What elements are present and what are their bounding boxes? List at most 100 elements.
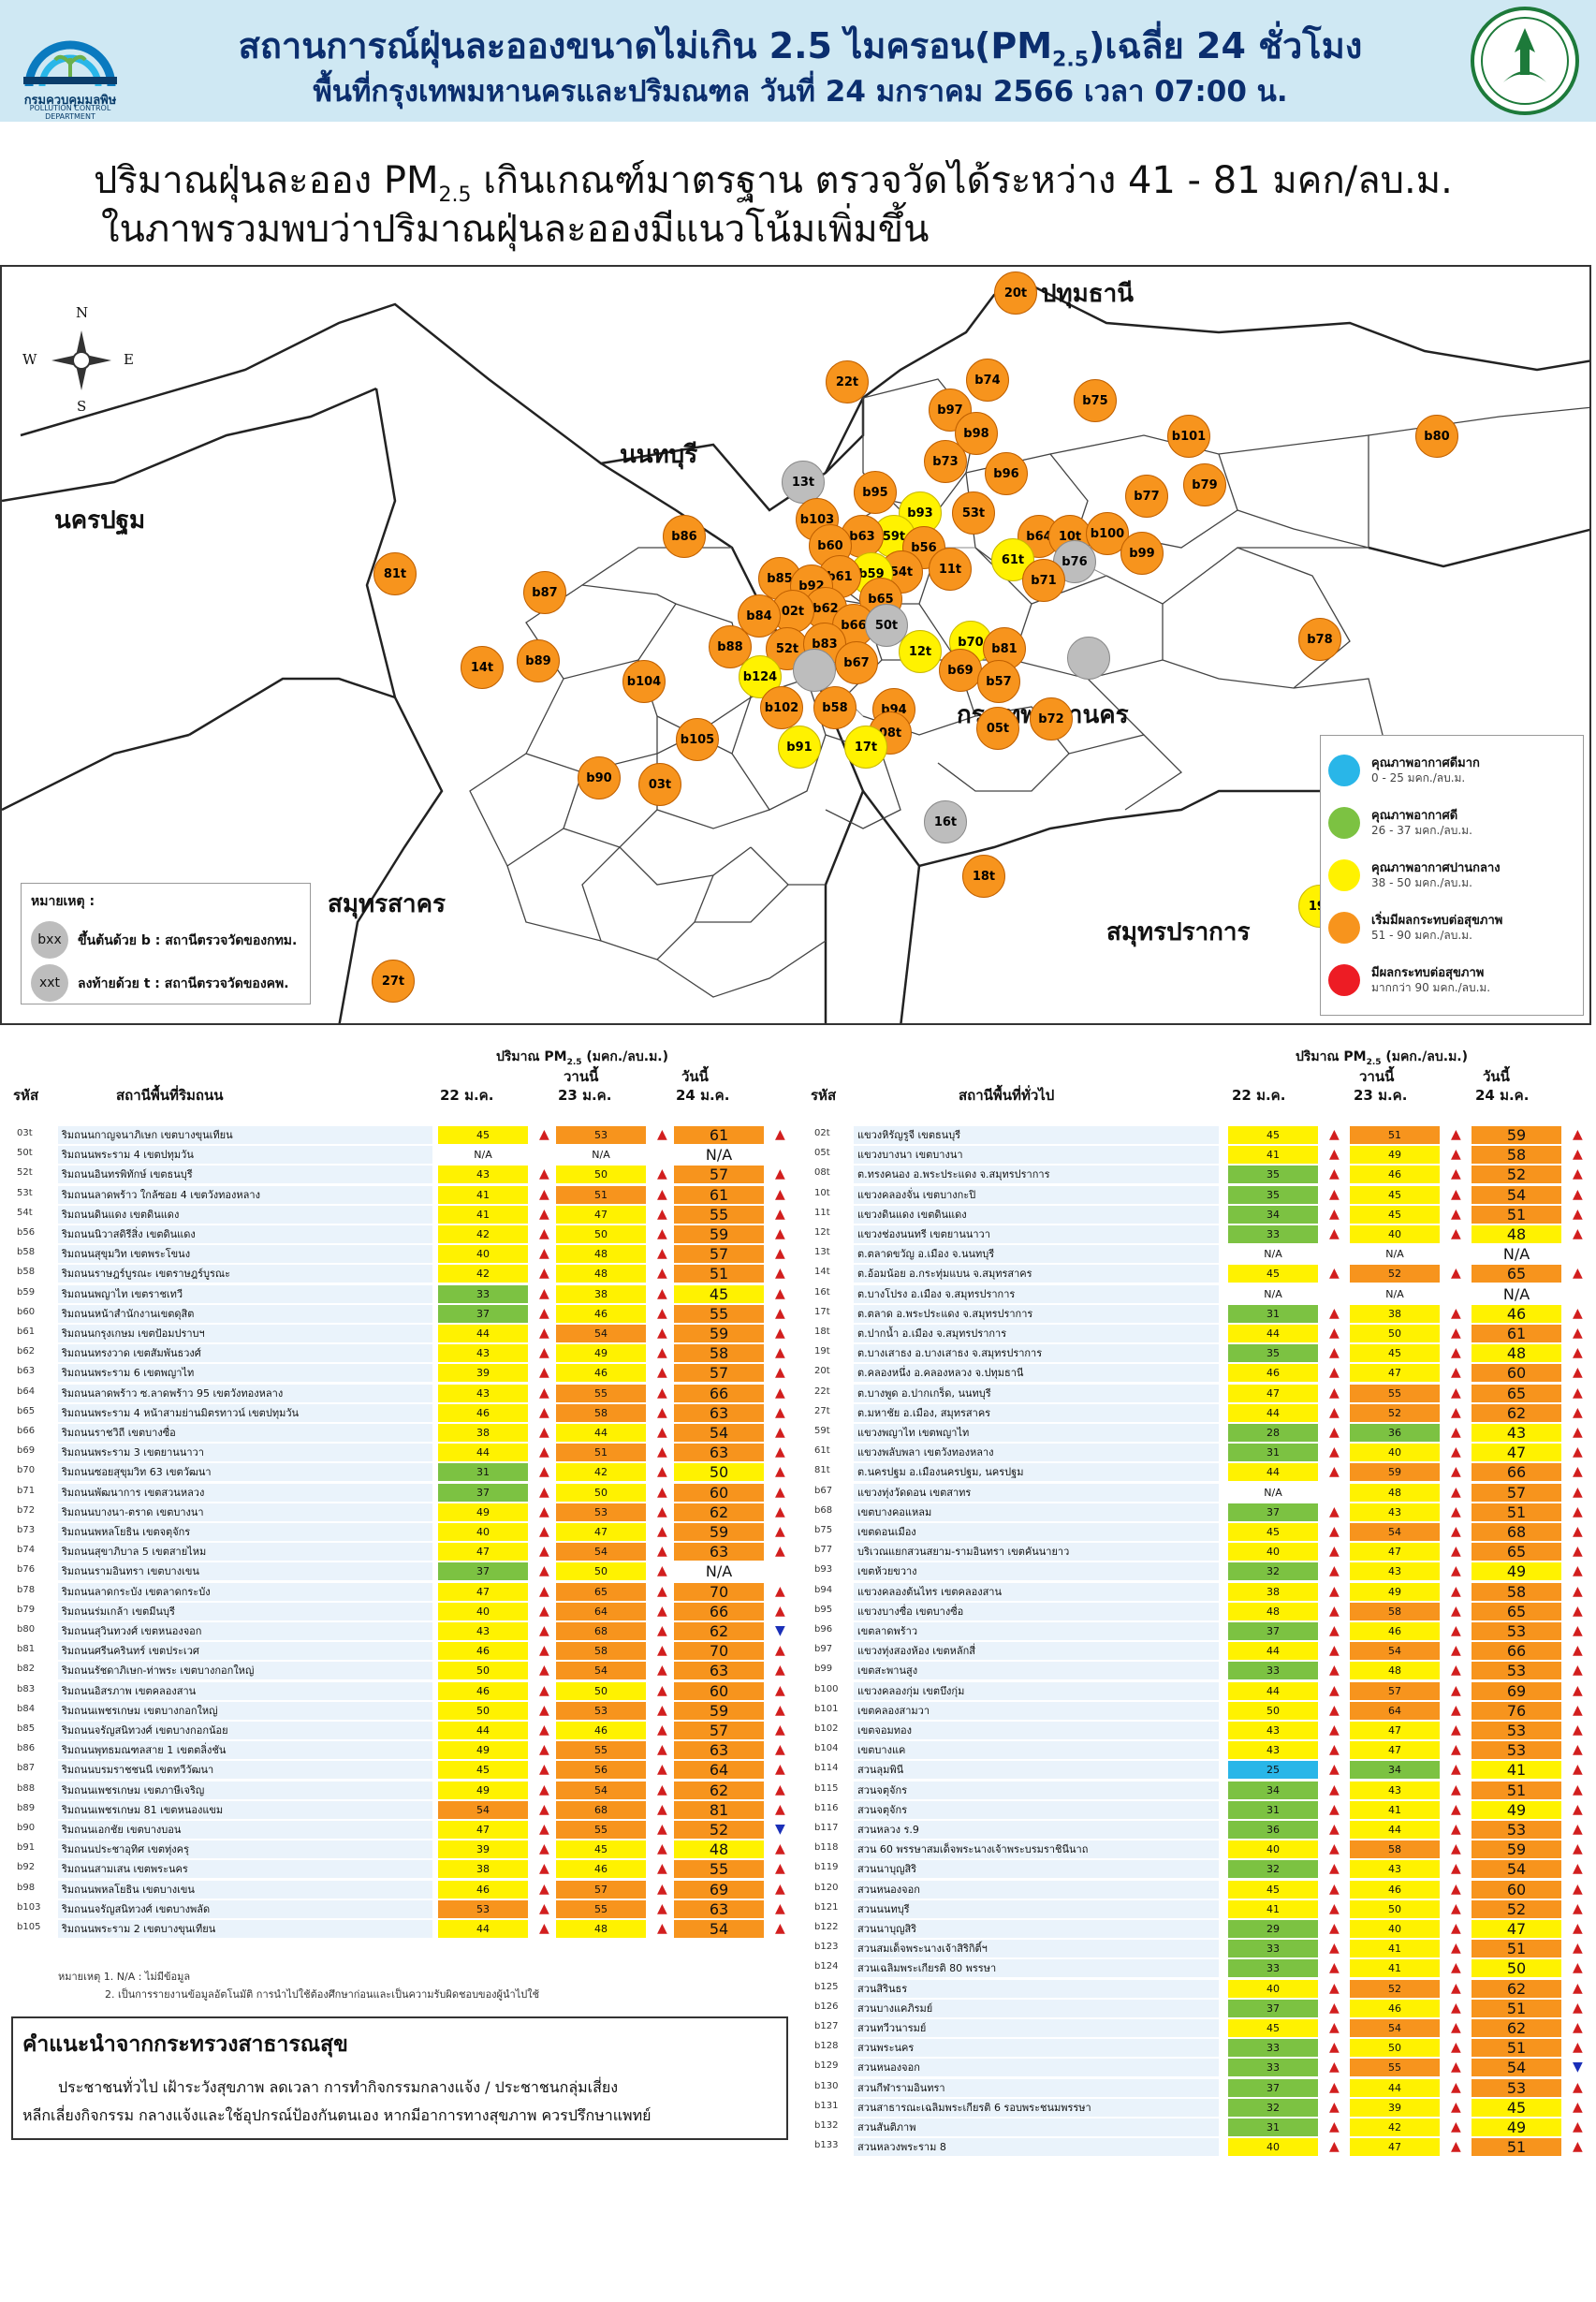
trend-up-icon: ▲ [1329,2020,1340,2035]
table-row: b58 ริมถนนราษฎร์บูรณะ เขตราษฎร์บูรณะ 42 ▲ 48… [17,1264,785,1283]
trend-up-icon: ▲ [1329,1723,1340,1737]
table-row: b95 แขวงบางซื่อ เขตบางซื่อ 48 ▲ 58 ▲ 65 ▲ [814,1602,1591,1621]
station-marker-b74: b74 [966,359,1009,402]
trend-up-icon: ▲ [1573,1663,1583,1679]
map-note: หมายเหตุ : bxx ขึ้นต้นด้วย b : สถานีตรวจ… [21,883,311,1004]
pm25-value: 60 [1472,1880,1561,1899]
station-name: ริมถนนกาญจนาภิเษก เขตบางขุนเทียน [58,1126,432,1144]
trend-up-icon: ▲ [657,1723,667,1737]
station-name: ริมถนนพหลโยธิน เขตจตุจักร [58,1523,432,1541]
station-name: สวนนาบุญสิริ [854,1920,1219,1938]
station-name: ต.บางเสาธง อ.บางเสาธง จ.สมุทรปราการ [854,1344,1219,1363]
trend-up-icon: ▲ [1451,2060,1461,2075]
pm25-value: 48 [1472,1344,1561,1363]
pm25-value: 46 [1350,1166,1440,1184]
pm25-value: 44 [438,1722,528,1739]
station-name: ริมถนนพัฒนาการ เขตสวนหลวง [58,1483,432,1502]
table-row: b86 ริมถนนพุทธมณฑลสาย 1 เขตตลิ่งชัน 49 ▲ 55 ▲… [17,1740,785,1760]
station-marker-27t: 27t [372,960,415,1003]
pm25-value: 41 [1350,1940,1440,1958]
pm25-value: 59 [1472,1126,1561,1144]
trend-up-icon: ▲ [1329,1682,1340,1698]
compass-icon [51,330,111,390]
station-marker-b75: b75 [1074,379,1117,422]
station-name: ริมถนนพระราม 4 หน้าสามย่านมิตรทาวน์ เขตป… [58,1403,432,1422]
pm25-value: 55 [556,1384,646,1402]
trend-up-icon: ▲ [775,1246,785,1262]
trend-up-icon: ▲ [775,1583,785,1599]
table-row: b124 สวนเฉลิมพระเกียรติ 80 พรรษา 33 ▲ 41 ▲ 50 ▲ [814,1958,1591,1978]
pm25-value: 47 [1350,1741,1440,1760]
trend-up-icon: ▲ [657,1365,667,1381]
trend-up-icon: ▲ [657,1900,667,1916]
general-col-d3: 24 ม.ค. [1475,1087,1530,1104]
station-name: ริมถนนจรัญสนิทวงศ์ เขตบางกอกน้อย [58,1722,432,1739]
pm25-value: 54 [1350,2019,1440,2037]
pm25-value: 50 [556,1483,646,1502]
trend-up-icon: ▲ [1329,1326,1340,1341]
pm25-value: 40 [1350,1225,1440,1243]
trend-up-icon: ▲ [1451,1503,1461,1519]
trend-up-icon: ▲ [539,1881,549,1897]
table-row: b114 สวนลุมพินี 25 ▲ 34 ▲ 41 ▲ [814,1760,1591,1780]
table-row: b100 แขวงคลองกุ่ม เขตบึงกุ่ม 44 ▲ 57 ▲ 69 ▲ [814,1681,1591,1701]
pm25-value: 44 [438,1325,528,1342]
pm25-value: 58 [1350,1840,1440,1859]
trend-up-icon: ▲ [1573,1742,1583,1758]
station-name: ริมถนนบางนา-ตราด เขตบางนา [58,1503,432,1521]
station-code: b83 [17,1683,36,1694]
station-marker-16t: 16t [924,800,967,843]
station-code: b86 [17,1743,36,1754]
trend-up-icon: ▲ [657,1762,667,1778]
trend-up-icon: ▲ [1329,1544,1340,1560]
station-code: b125 [814,1981,839,1992]
pm25-value: 40 [438,1245,528,1264]
station-name: เขตสะพานสูง [854,1662,1219,1680]
station-name: แขวงทุ่งวัดดอน เขตสาทร [854,1483,1219,1502]
table-row: b67 แขวงทุ่งวัดดอน เขตสาทร N/A 48 ▲ 57 ▲ [814,1483,1591,1503]
trend-up-icon: ▲ [775,1921,785,1936]
station-name: ริมถนนประชาอุทิศ เขตทุ่งครุ [58,1840,432,1859]
station-code: b68 [814,1504,833,1516]
trend-up-icon: ▲ [1573,2079,1583,2095]
province-samut-sakhon: สมุทรสาคร [328,890,446,918]
table-row: 18t ต.ปากน้ำ อ.เมือง จ.สมุทรปราการ 44 ▲ 50 ▲ 6… [814,1324,1591,1343]
station-marker-53t: 53t [952,491,995,535]
trend-up-icon: ▲ [657,1464,667,1480]
station-name: ริมถนนราษฎร์บูรณะ เขตราษฎร์บูรณะ [58,1265,432,1283]
trend-up-icon: ▲ [657,1563,667,1579]
station-code: b93 [814,1564,833,1576]
trend-up-icon: ▲ [1573,1404,1583,1420]
table-row: b68 เขตบางคอแหลม 37 ▲ 43 ▲ 51 ▲ [814,1503,1591,1522]
trend-up-icon: ▲ [539,1623,549,1638]
pm25-value: 59 [674,1523,764,1541]
pm25-value: 46 [1350,1999,1440,2017]
station-name: สวนนาบุญสิริ [854,1860,1219,1879]
pm25-value: 66 [674,1602,764,1620]
station-name: แขวงพลับพลา เขตวังทองหลาง [854,1444,1219,1462]
pm25-value: 47 [1350,1364,1440,1383]
station-name: เขตดอนเมือง [854,1523,1219,1541]
trend-up-icon: ▲ [1451,2119,1461,2134]
pm25-value: 63 [674,1741,764,1760]
trend-up-icon: ▲ [1451,1127,1461,1142]
station-marker-22t: 22t [826,360,869,403]
pm25-value: 46 [438,1681,528,1700]
trend-up-icon: ▲ [775,1524,785,1539]
trend-up-icon: ▲ [775,1603,785,1619]
pm25-value: 47 [556,1205,646,1224]
pcd-emblem-icon [23,40,117,87]
trend-up-icon: ▲ [1329,1385,1340,1400]
pm25-value: 55 [556,1821,646,1839]
trend-up-icon: ▲ [1451,1941,1461,1957]
trend-up-icon: ▲ [657,1801,667,1817]
pm25-value: 53 [556,1126,646,1144]
station-marker-b72: b72 [1030,697,1073,740]
station-name: ริมถนนเพชรเกษม เขตภาษีเจริญ [58,1781,432,1799]
station-name: สวนพระนคร [854,2039,1219,2058]
pm25-value: 59 [674,1701,764,1720]
station-name: ต.ตลาดขวัญ อ.เมือง จ.นนทบุรี [854,1245,1219,1264]
station-code: b115 [814,1782,839,1794]
pcd-logo-sublabel: POLLUTION CONTROL DEPARTMENT [29,104,111,121]
station-code: 16t [814,1286,830,1298]
